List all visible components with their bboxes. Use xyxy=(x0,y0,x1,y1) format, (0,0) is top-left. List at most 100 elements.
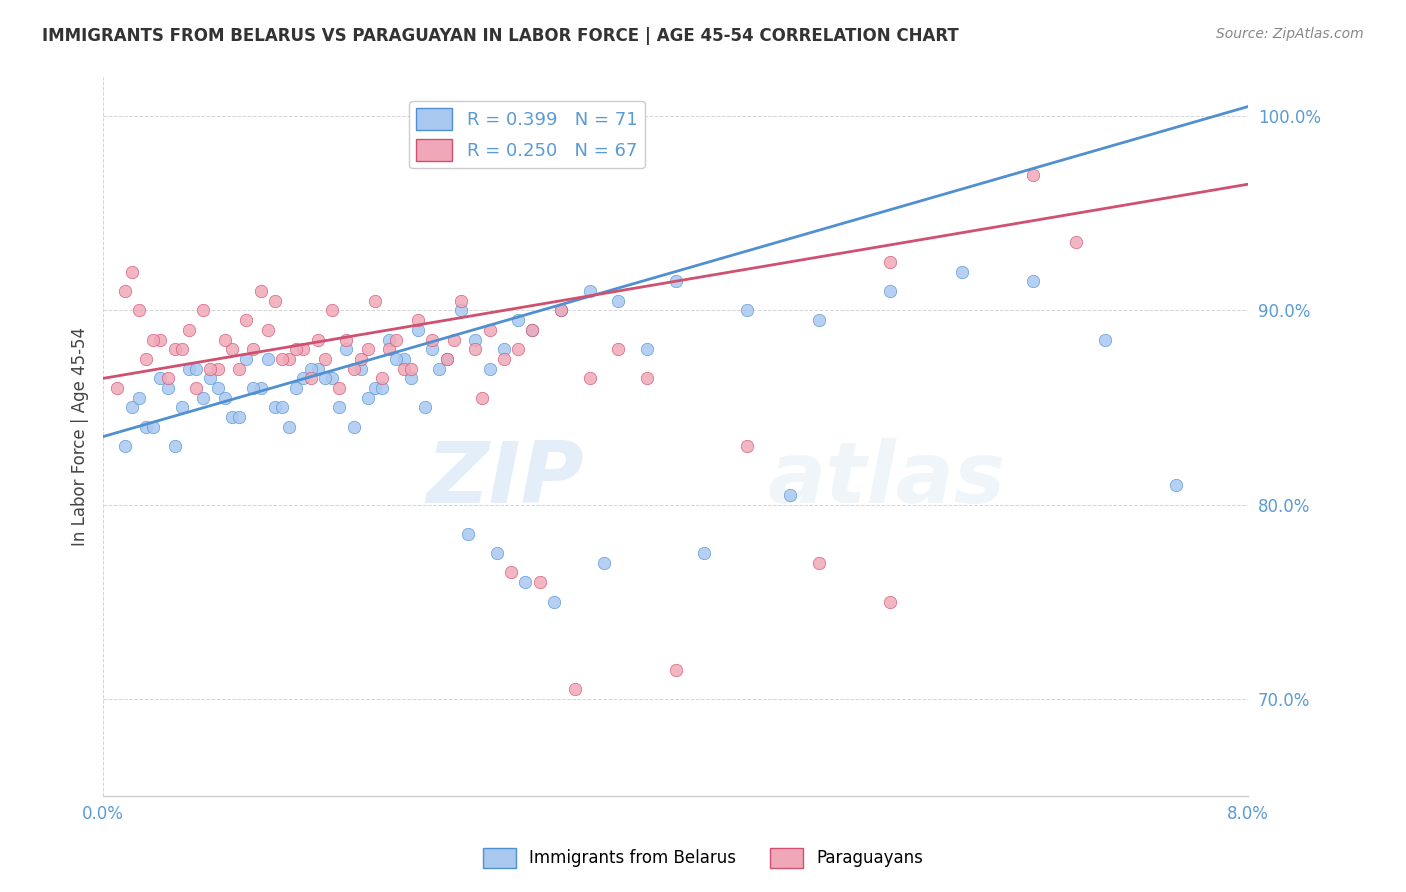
Point xyxy=(564,681,586,696)
Point xyxy=(1022,274,1045,288)
Point xyxy=(357,343,380,357)
Point xyxy=(292,371,315,385)
Point xyxy=(228,361,250,376)
Point xyxy=(485,546,508,560)
Point xyxy=(578,284,600,298)
Point xyxy=(543,594,565,608)
Point xyxy=(342,361,364,376)
Point xyxy=(478,323,501,337)
Point xyxy=(207,381,229,395)
Point xyxy=(170,401,193,415)
Point xyxy=(1064,235,1087,250)
Point xyxy=(114,284,136,298)
Point xyxy=(177,323,200,337)
Point xyxy=(1094,333,1116,347)
Point xyxy=(149,333,172,347)
Point xyxy=(1166,478,1188,492)
Point xyxy=(879,255,901,269)
Point xyxy=(299,361,322,376)
Point xyxy=(177,361,200,376)
Point xyxy=(170,343,193,357)
Point xyxy=(207,361,229,376)
Point xyxy=(235,351,257,366)
Legend: Immigrants from Belarus, Paraguayans: Immigrants from Belarus, Paraguayans xyxy=(477,841,929,875)
Point xyxy=(378,343,401,357)
Point xyxy=(278,351,301,366)
Point xyxy=(607,293,630,308)
Point xyxy=(342,420,364,434)
Point xyxy=(450,303,472,318)
Point xyxy=(1022,168,1045,182)
Point xyxy=(256,323,278,337)
Point xyxy=(420,343,443,357)
Point xyxy=(378,333,401,347)
Point xyxy=(285,381,308,395)
Point xyxy=(263,401,285,415)
Point xyxy=(478,361,501,376)
Point xyxy=(156,371,179,385)
Point xyxy=(163,343,186,357)
Point xyxy=(515,575,537,590)
Point xyxy=(399,361,422,376)
Point xyxy=(263,293,285,308)
Point xyxy=(242,381,264,395)
Text: Source: ZipAtlas.com: Source: ZipAtlas.com xyxy=(1216,27,1364,41)
Point xyxy=(314,371,336,385)
Point xyxy=(693,546,716,560)
Point xyxy=(321,303,343,318)
Point xyxy=(879,594,901,608)
Point xyxy=(508,313,530,327)
Point xyxy=(392,361,415,376)
Point xyxy=(200,361,222,376)
Point xyxy=(385,351,408,366)
Point xyxy=(321,371,343,385)
Point xyxy=(271,401,294,415)
Point xyxy=(443,333,465,347)
Point xyxy=(450,293,472,308)
Point xyxy=(142,420,165,434)
Point xyxy=(121,401,143,415)
Point xyxy=(135,351,157,366)
Point xyxy=(235,313,257,327)
Point xyxy=(292,343,315,357)
Point xyxy=(128,303,150,318)
Point xyxy=(471,391,494,405)
Point xyxy=(364,293,387,308)
Point xyxy=(399,371,422,385)
Point xyxy=(464,333,486,347)
Point xyxy=(328,401,350,415)
Point xyxy=(413,401,436,415)
Point xyxy=(299,371,322,385)
Point xyxy=(879,284,901,298)
Text: atlas: atlas xyxy=(768,438,1005,521)
Point xyxy=(950,264,973,278)
Point xyxy=(664,274,686,288)
Point xyxy=(593,556,616,570)
Legend: R = 0.399   N = 71, R = 0.250   N = 67: R = 0.399 N = 71, R = 0.250 N = 67 xyxy=(409,101,644,169)
Point xyxy=(186,381,208,395)
Point xyxy=(142,333,165,347)
Point xyxy=(807,313,830,327)
Point xyxy=(529,575,551,590)
Point xyxy=(335,333,357,347)
Point xyxy=(550,303,572,318)
Point xyxy=(464,343,486,357)
Point xyxy=(114,439,136,453)
Point xyxy=(307,361,329,376)
Point xyxy=(392,351,415,366)
Point xyxy=(128,391,150,405)
Point xyxy=(436,351,458,366)
Point xyxy=(256,351,278,366)
Point xyxy=(193,303,215,318)
Point xyxy=(636,371,658,385)
Point xyxy=(350,361,373,376)
Point xyxy=(221,410,243,425)
Point xyxy=(228,410,250,425)
Point xyxy=(499,566,522,580)
Point xyxy=(371,381,394,395)
Point xyxy=(221,343,243,357)
Point xyxy=(200,371,222,385)
Point xyxy=(779,488,801,502)
Point xyxy=(371,371,394,385)
Point xyxy=(508,343,530,357)
